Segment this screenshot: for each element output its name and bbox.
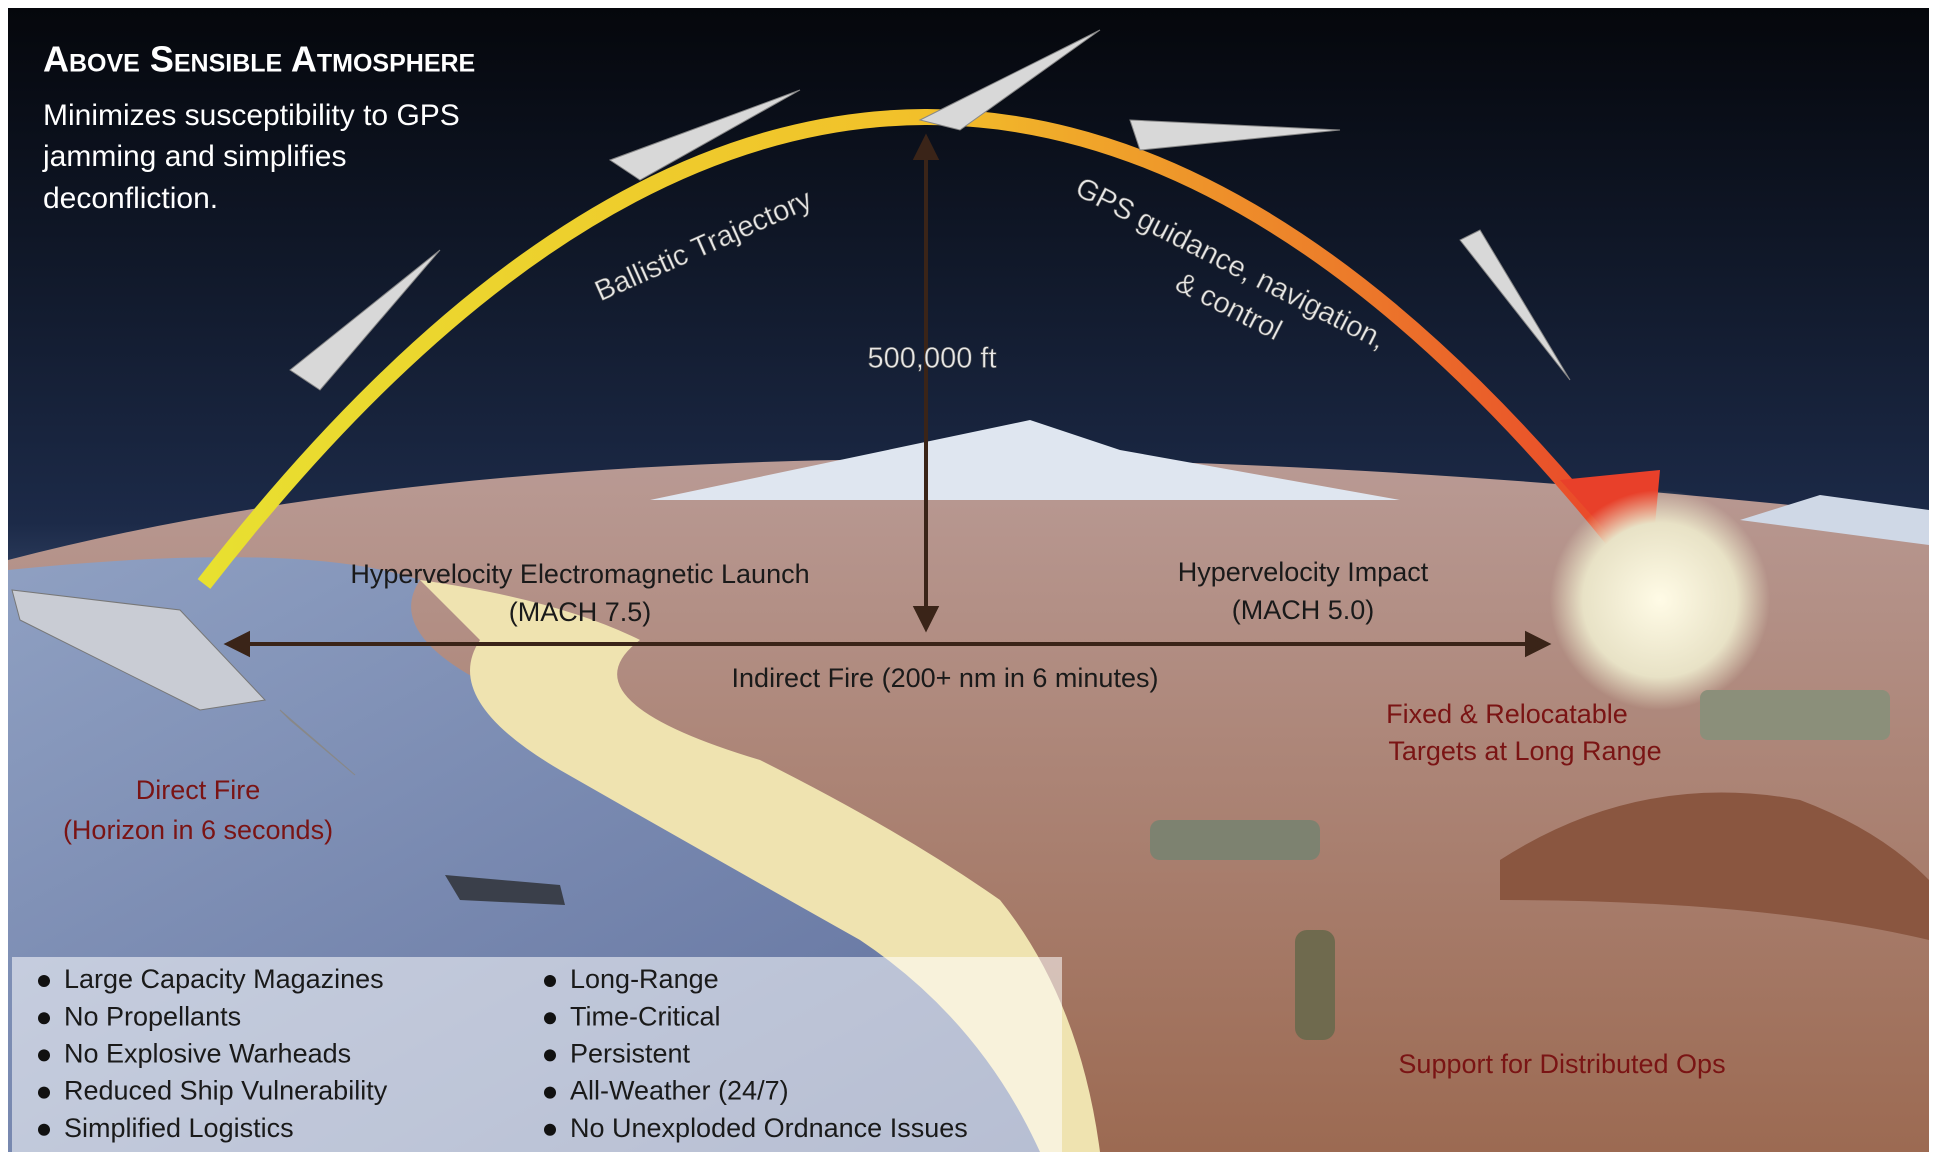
support-label: Support for Distributed Ops [1398, 1049, 1725, 1079]
title: Above Sensible Atmosphere [43, 39, 475, 80]
bullet-item: Time-Critical [570, 1001, 721, 1031]
bullet-item: Large Capacity Magazines [64, 964, 384, 994]
bullet-dot [38, 975, 50, 987]
subtitle: jamming and simplifies [42, 140, 346, 173]
indirect-fire-label: Indirect Fire (200+ nm in 6 minutes) [732, 663, 1159, 693]
bullet-item: Reduced Ship Vulnerability [64, 1076, 388, 1106]
bullet-dot [544, 1087, 556, 1099]
aircraft [1150, 820, 1320, 860]
bullet-dot [38, 1049, 50, 1061]
explosion [1550, 490, 1770, 710]
impact-label: (MACH 5.0) [1232, 595, 1375, 625]
soldier [1295, 930, 1335, 1040]
altitude-label: 500,000 ft [868, 343, 997, 375]
targets-label: Fixed & Relocatable [1386, 699, 1628, 729]
launch-label: (MACH 7.5) [509, 597, 652, 627]
bullet-item: Simplified Logistics [64, 1113, 294, 1143]
bullet-item: All-Weather (24/7) [570, 1076, 789, 1106]
direct-fire-label: Direct Fire [136, 775, 261, 805]
launch-label: Hypervelocity Electromagnetic Launch [350, 559, 809, 589]
bullet-dot [38, 1087, 50, 1099]
bullet-dot [544, 1012, 556, 1024]
page: Above Sensible Atmosphere Minimizes susc… [0, 0, 1937, 1160]
bullet-item: Long-Range [570, 964, 719, 994]
bullet-item: No Explosive Warheads [64, 1039, 351, 1069]
diagram: Above Sensible Atmosphere Minimizes susc… [0, 0, 1937, 1160]
bullet-dot [38, 1012, 50, 1024]
bullet-item: No Unexploded Ordnance Issues [570, 1113, 968, 1143]
impact-label: Hypervelocity Impact [1178, 557, 1429, 587]
bullet-item: Persistent [570, 1039, 691, 1069]
subtitle: deconfliction. [43, 182, 218, 215]
bullet-dot [544, 975, 556, 987]
direct-fire-label: (Horizon in 6 seconds) [63, 815, 333, 845]
targets-label: Targets at Long Range [1388, 736, 1661, 766]
bullet-dot [544, 1124, 556, 1136]
bullet-item: No Propellants [64, 1001, 241, 1031]
bullet-dot [38, 1124, 50, 1136]
bullet-dot [544, 1049, 556, 1061]
vehicles [1700, 690, 1890, 740]
subtitle: Minimizes susceptibility to GPS [43, 99, 460, 132]
